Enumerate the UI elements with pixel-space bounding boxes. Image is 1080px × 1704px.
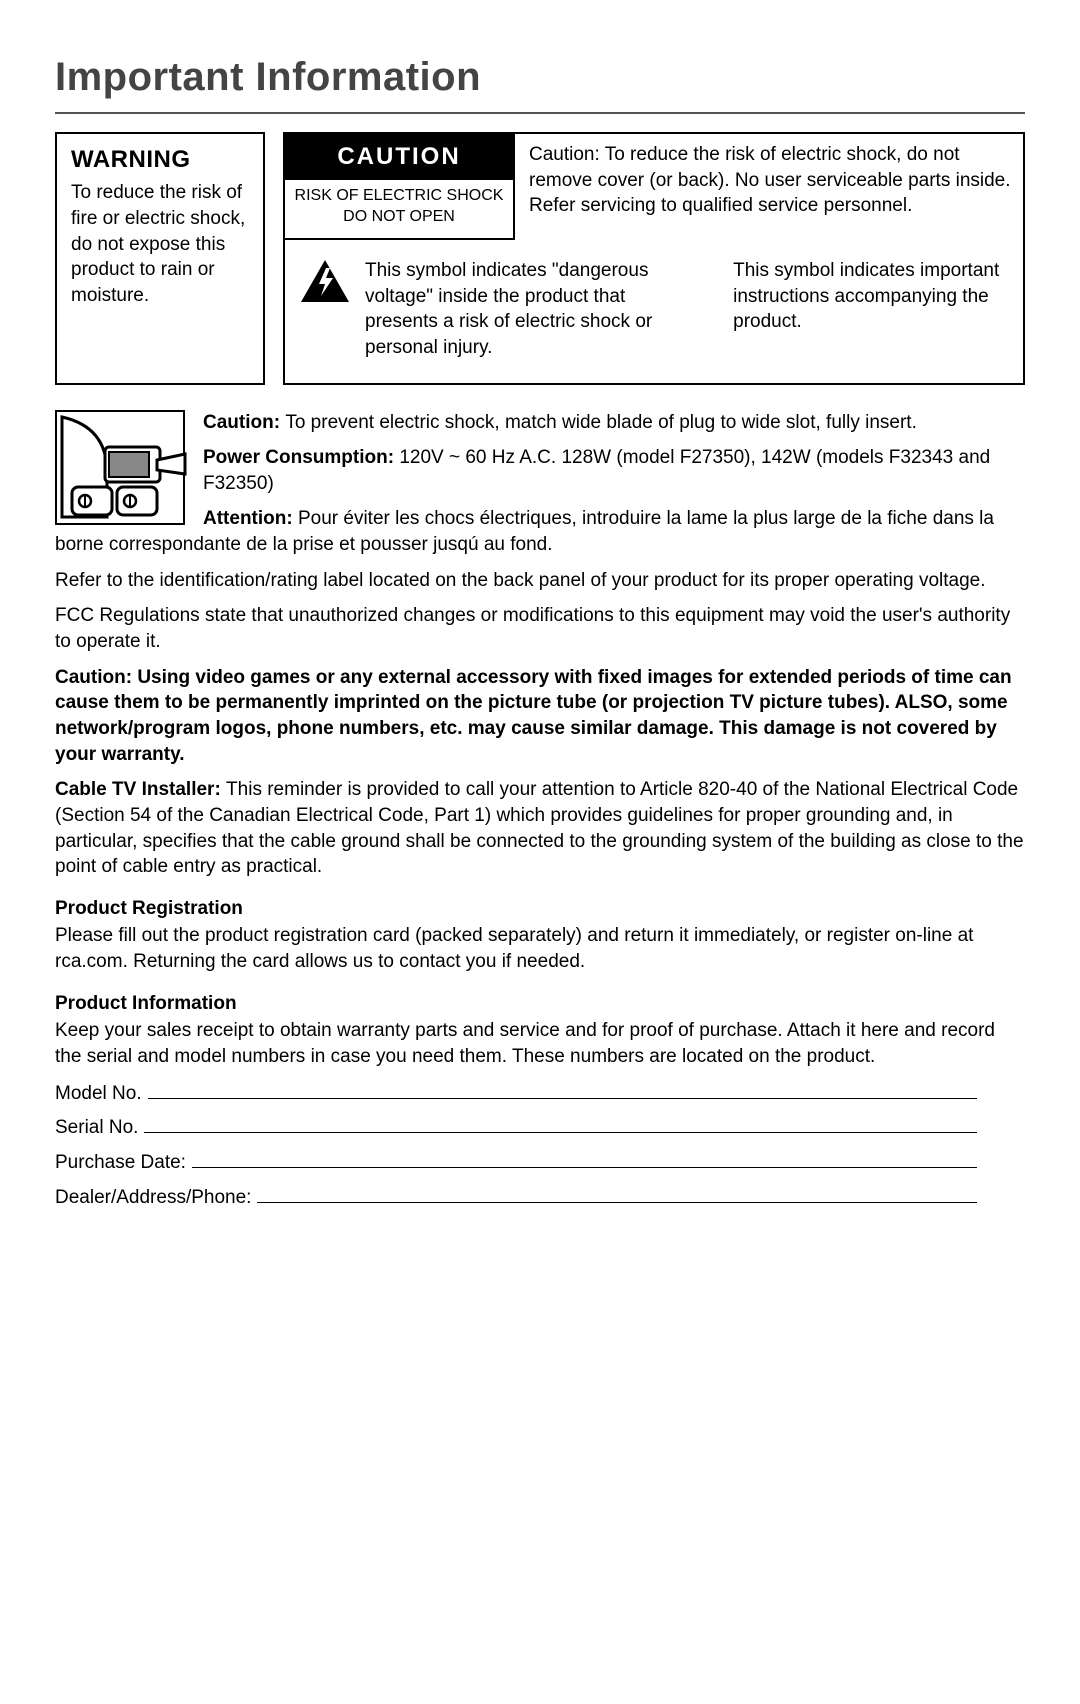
warning-title: WARNING [71,144,249,176]
cable-tv-label: Cable TV Installer: [55,779,226,800]
product-registration-heading: Product Registration [55,896,1025,922]
dealer-line: Dealer/Address/Phone: [55,1184,977,1211]
warning-box: WARNING To reduce the risk of fire or el… [55,132,265,385]
product-information-heading: Product Information [55,991,1025,1017]
power-consumption-para: Power Consumption: 120V ~ 60 Hz A.C. 128… [55,445,1025,496]
lightning-triangle-icon [299,258,351,304]
warning-body: To reduce the risk of fire or electric s… [71,180,249,308]
caution-plug-para: Caution: To prevent electric shock, matc… [55,410,1025,436]
caution-label-box: CAUTION RISK OF ELECTRIC SHOCK DO NOT OP… [285,134,515,240]
serial-no-field[interactable] [144,1114,976,1133]
attention-para: Attention: Pour éviter les chocs électri… [55,506,1025,557]
symbol2-text: This symbol indicates important instruct… [733,258,1009,361]
caution-plug-label: Caution: [203,412,285,433]
model-no-line: Model No. [55,1080,977,1107]
caution-label: CAUTION [285,134,513,180]
caution-right-text: Caution: To reduce the risk of electric … [515,134,1023,240]
attention-body: Pour éviter les chocs électriques, intro… [55,508,994,555]
title-rule [55,112,1025,114]
rating-label-para: Refer to the identification/rating label… [55,568,1025,594]
mid-section: Caution: To prevent electric shock, matc… [55,410,1025,1219]
purchase-date-line: Purchase Date: [55,1149,977,1176]
attention-label: Attention: [203,508,298,529]
dealer-field[interactable] [257,1184,976,1203]
caution-top-row: CAUTION RISK OF ELECTRIC SHOCK DO NOT OP… [285,134,1023,240]
purchase-date-field[interactable] [192,1149,977,1168]
serial-no-line: Serial No. [55,1114,977,1141]
power-label: Power Consumption: [203,447,399,468]
top-row: WARNING To reduce the risk of fire or el… [55,132,1025,385]
dealer-label: Dealer/Address/Phone: [55,1185,251,1211]
plug-illustration-icon [55,410,185,525]
symbol-col-2: This symbol indicates important instruct… [733,258,1009,361]
model-no-field[interactable] [148,1080,977,1099]
cable-tv-para: Cable TV Installer: This reminder is pro… [55,777,1025,880]
caution-box: CAUTION RISK OF ELECTRIC SHOCK DO NOT OP… [283,132,1025,385]
caution-risk-text: RISK OF ELECTRIC SHOCK DO NOT OPEN [285,180,513,238]
product-information-body: Keep your sales receipt to obtain warran… [55,1018,1025,1069]
model-no-label: Model No. [55,1081,142,1107]
caution-plug-body: To prevent electric shock, match wide bl… [285,412,917,433]
symbol1-text: This symbol indicates "dangerous voltage… [365,258,693,361]
symbol-col-1: This symbol indicates "dangerous voltage… [299,258,693,361]
fcc-para: FCC Regulations state that unauthorized … [55,603,1025,654]
video-games-caution-para: Caution: Using video games or any extern… [55,665,1025,768]
purchase-date-label: Purchase Date: [55,1150,186,1176]
page-title: Important Information [55,50,1025,104]
product-registration-body: Please fill out the product registration… [55,923,1025,974]
caution-bottom-row: This symbol indicates "dangerous voltage… [285,240,1023,383]
serial-no-label: Serial No. [55,1115,138,1141]
